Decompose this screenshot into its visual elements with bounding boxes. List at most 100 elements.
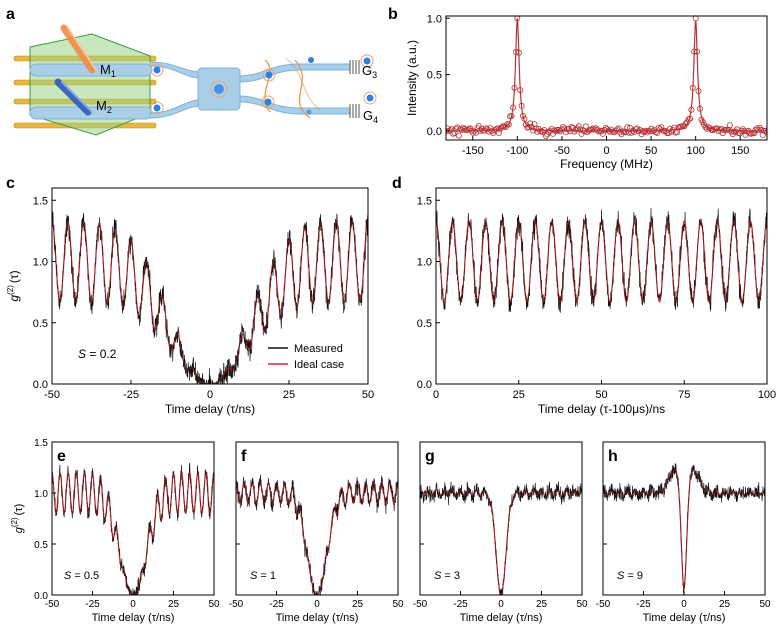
spectrum-point bbox=[641, 128, 648, 135]
spectrum-point bbox=[658, 124, 665, 131]
spectrum-point bbox=[742, 131, 749, 138]
grating-g3 bbox=[349, 60, 360, 74]
x-tick-label: -25 bbox=[453, 599, 468, 610]
panel-label-h: h bbox=[608, 448, 618, 465]
annotation-s-value: S = 0.5 bbox=[64, 570, 99, 582]
x-tick-label: 25 bbox=[719, 599, 731, 610]
plot-frame bbox=[445, 15, 768, 141]
spectrum-point bbox=[530, 127, 537, 134]
x-axis-label: Time delay (τ/ns) bbox=[165, 402, 255, 416]
spectrum-point bbox=[527, 120, 534, 127]
x-tick-label: 0 bbox=[130, 599, 136, 610]
x-tick-label: 100 bbox=[758, 389, 776, 401]
x-tick-label: -50 bbox=[229, 599, 244, 610]
chart-g2-c: -50 -25 0 25 50 0.0 0.5 1.0 1.5 Time delay (τ/ns)… bbox=[6, 187, 374, 416]
x-axis-label: Time delay (τ/ns) bbox=[643, 612, 726, 624]
spectrum-point bbox=[568, 124, 575, 131]
x-tick-label: -25 bbox=[85, 599, 100, 610]
y-tick-label: 0.5 bbox=[33, 318, 48, 330]
spectrum-point bbox=[495, 129, 502, 136]
spectrum-point bbox=[454, 124, 461, 131]
spectrum-point bbox=[562, 129, 569, 136]
x-axis-label: Time delay (τ-100μs)/ns bbox=[538, 402, 665, 416]
y-tick-label: 1.5 bbox=[417, 195, 432, 207]
spectrum-point bbox=[652, 129, 659, 136]
spectrum-fit-line bbox=[446, 18, 767, 132]
spectrum-point bbox=[461, 125, 468, 132]
y-tick-label: 0.0 bbox=[33, 379, 48, 391]
chart-g2-d: 0 25 50 75 100 0.0 0.5 1.0 1.5 Time delay (τ-100μ… bbox=[417, 187, 776, 416]
y-tick-label: 1.0 bbox=[417, 257, 432, 269]
label-g4: G4 bbox=[363, 108, 378, 125]
x-tick-label: 0 bbox=[433, 389, 439, 401]
x-tick-label: -50 bbox=[596, 599, 611, 610]
spectrum-point bbox=[575, 123, 582, 130]
x-tick-label: -50 bbox=[554, 145, 570, 157]
y-tick-label: 0.0 bbox=[417, 379, 432, 391]
x-tick-label: -25 bbox=[123, 389, 139, 401]
grating-g4 bbox=[349, 104, 360, 118]
series-ideal-case bbox=[436, 220, 767, 303]
x-axis-label: Time delay (τ/ns) bbox=[460, 612, 543, 624]
y-axis-label: Intensity (a.u.) bbox=[405, 40, 419, 116]
x-tick-label: -100 bbox=[506, 145, 528, 157]
y-axis-label: g(2)(τ) bbox=[6, 270, 21, 301]
x-tick-label: 50 bbox=[645, 145, 657, 157]
x-tick-label: 100 bbox=[686, 145, 704, 157]
spectrum-point bbox=[734, 126, 741, 133]
label-g3: G3 bbox=[362, 63, 377, 80]
spectrum-point bbox=[538, 128, 545, 135]
legend-label: Ideal case bbox=[294, 359, 344, 371]
x-tick-label: -50 bbox=[45, 599, 60, 610]
series-measured bbox=[603, 463, 765, 595]
spectrum-point bbox=[505, 121, 512, 128]
x-tick-label: 75 bbox=[678, 389, 690, 401]
spectrum-point bbox=[668, 128, 675, 135]
label-m2: M2 bbox=[96, 98, 112, 115]
series-ideal-case-overlay bbox=[436, 220, 767, 303]
panel-label-e: e bbox=[57, 448, 66, 465]
panel-label-f: f bbox=[241, 448, 247, 465]
y-tick-label: 1.5 bbox=[34, 438, 48, 449]
x-tick-label: 50 bbox=[362, 389, 374, 401]
x-tick-label: 0 bbox=[207, 389, 213, 401]
spectrum-point bbox=[759, 131, 766, 138]
panel-label-b: b bbox=[388, 6, 398, 23]
x-tick-label: 0 bbox=[498, 599, 504, 610]
y-tick-label: 1.5 bbox=[33, 195, 48, 207]
x-tick-label: 25 bbox=[168, 599, 180, 610]
spectrum-point bbox=[588, 126, 595, 133]
chart-g2-e: -50 -25 0 25 50 0.0 0.5 1.0 1.5 Time delay (τ/ns)… bbox=[10, 438, 220, 624]
x-tick-label: 50 bbox=[759, 599, 771, 610]
y-axis-label: g(2)(τ) bbox=[10, 504, 25, 534]
spectrum-point bbox=[624, 124, 631, 131]
chart-spectrum: -150 -100 -50 0 50 100 150 0.0 0.5 1.0 Frequency (… bbox=[405, 13, 768, 171]
pump-region bbox=[29, 33, 151, 136]
x-tick-label: 150 bbox=[731, 145, 749, 157]
annotation-s-value: S = 3 bbox=[434, 570, 460, 582]
y-tick-label: 1.0 bbox=[34, 489, 48, 500]
x-tick-label: 50 bbox=[595, 389, 607, 401]
x-axis-label: Time delay (τ/ns) bbox=[276, 612, 359, 624]
y-tick-label: 1.0 bbox=[33, 257, 48, 269]
chart-g2-f: -50 -25 0 25 50 Time delay (τ/ns) f S = 1 bbox=[229, 441, 404, 624]
series-ideal-case-overlay bbox=[52, 220, 368, 384]
x-tick-label: -50 bbox=[413, 599, 428, 610]
y-tick-label: 0.5 bbox=[417, 318, 432, 330]
series-measured bbox=[420, 481, 582, 595]
series-ideal-case-overlay bbox=[420, 489, 582, 595]
x-tick-label: 0 bbox=[314, 599, 320, 610]
label-m1: M1 bbox=[100, 62, 116, 79]
laser-beam-red bbox=[60, 24, 96, 74]
x-tick-label: 0 bbox=[681, 599, 687, 610]
x-tick-label: -150 bbox=[462, 145, 484, 157]
panel-label-d: d bbox=[392, 175, 402, 192]
spectrum-point bbox=[644, 129, 651, 136]
x-tick-label: 50 bbox=[576, 599, 588, 610]
series-ideal-case-overlay bbox=[52, 471, 214, 595]
x-tick-label: 25 bbox=[283, 389, 295, 401]
panel-label-a: a bbox=[6, 6, 15, 23]
x-tick-label: 25 bbox=[352, 599, 364, 610]
spectrum-point bbox=[455, 132, 462, 139]
